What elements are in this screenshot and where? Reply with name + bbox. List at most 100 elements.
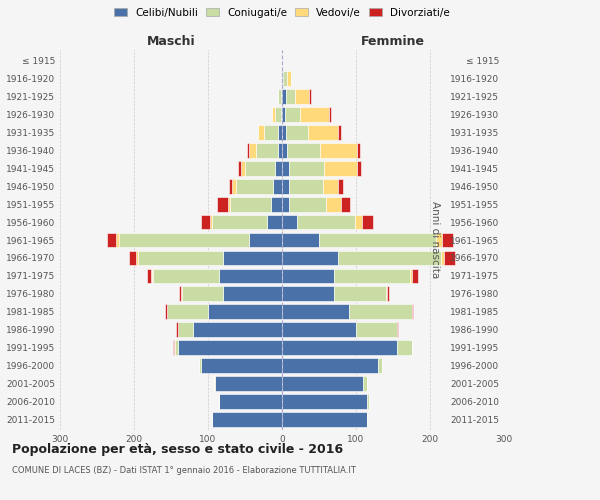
Bar — [176, 322, 178, 337]
Bar — [285, 107, 300, 122]
Bar — [324, 161, 358, 176]
Bar — [138, 250, 223, 266]
Bar — [282, 340, 397, 355]
Bar — [289, 179, 323, 194]
Bar — [282, 214, 297, 230]
Bar — [441, 250, 444, 266]
Bar — [412, 268, 418, 283]
Bar — [272, 107, 275, 122]
Bar — [230, 197, 271, 212]
Bar — [289, 161, 324, 176]
Bar — [215, 376, 282, 390]
Bar — [282, 412, 367, 426]
Text: COMUNE DI LACES (BZ) - Dati ISTAT 1° gennaio 2016 - Elaborazione TUTTITALIA.IT: COMUNE DI LACES (BZ) - Dati ISTAT 1° gen… — [12, 466, 356, 475]
Text: Femmine: Femmine — [361, 35, 425, 48]
Bar — [337, 250, 441, 266]
Bar — [236, 179, 273, 194]
Bar — [214, 376, 215, 390]
Bar — [167, 304, 208, 319]
Text: Maschi: Maschi — [146, 35, 196, 48]
Bar — [282, 90, 286, 104]
Bar — [320, 143, 358, 158]
Bar — [356, 322, 397, 337]
Bar — [337, 179, 343, 194]
Bar — [364, 376, 367, 390]
Bar — [173, 340, 174, 355]
Bar — [334, 286, 386, 301]
Bar — [386, 286, 387, 301]
Bar — [282, 358, 378, 373]
Bar — [257, 125, 263, 140]
Bar — [212, 412, 282, 426]
Bar — [282, 250, 337, 266]
Bar — [263, 125, 278, 140]
Bar — [278, 143, 282, 158]
Bar — [282, 304, 349, 319]
Bar — [282, 394, 367, 408]
Bar — [444, 250, 455, 266]
Bar — [273, 179, 282, 194]
Bar — [175, 340, 178, 355]
Bar — [275, 107, 281, 122]
Bar — [300, 107, 329, 122]
Bar — [289, 197, 326, 212]
Bar — [256, 143, 278, 158]
Bar — [286, 125, 308, 140]
Bar — [282, 286, 334, 301]
Bar — [247, 143, 249, 158]
Bar — [278, 90, 281, 104]
Bar — [152, 268, 219, 283]
Bar — [228, 197, 230, 212]
Bar — [129, 250, 136, 266]
Bar — [208, 304, 282, 319]
Bar — [271, 197, 282, 212]
Bar — [107, 232, 116, 248]
Bar — [282, 232, 319, 248]
Bar — [245, 161, 275, 176]
Bar — [178, 340, 282, 355]
Bar — [362, 214, 373, 230]
Bar — [397, 340, 412, 355]
Bar — [241, 161, 245, 176]
Bar — [397, 322, 398, 337]
Bar — [355, 214, 362, 230]
Bar — [286, 90, 295, 104]
Bar — [200, 358, 282, 373]
Bar — [282, 72, 283, 86]
Bar — [329, 107, 331, 122]
Bar — [310, 90, 311, 104]
Bar — [378, 358, 382, 373]
Bar — [341, 197, 350, 212]
Bar — [210, 214, 212, 230]
Bar — [151, 268, 152, 283]
Bar — [182, 286, 223, 301]
Bar — [319, 232, 436, 248]
Bar — [275, 161, 282, 176]
Bar — [287, 72, 291, 86]
Bar — [178, 322, 193, 337]
Bar — [412, 304, 413, 319]
Bar — [193, 322, 282, 337]
Bar — [283, 72, 287, 86]
Bar — [219, 268, 282, 283]
Bar — [295, 90, 310, 104]
Bar — [287, 143, 320, 158]
Bar — [249, 232, 282, 248]
Bar — [199, 358, 200, 373]
Bar — [326, 197, 341, 212]
Bar — [282, 268, 334, 283]
Bar — [148, 268, 151, 283]
Bar — [217, 197, 228, 212]
Bar — [349, 304, 412, 319]
Bar — [387, 286, 389, 301]
Bar — [212, 214, 267, 230]
Bar — [232, 179, 236, 194]
Bar — [282, 143, 287, 158]
Bar — [181, 286, 182, 301]
Bar — [297, 214, 355, 230]
Bar — [119, 232, 249, 248]
Bar — [223, 250, 282, 266]
Bar — [282, 179, 289, 194]
Bar — [358, 143, 360, 158]
Bar — [116, 232, 119, 248]
